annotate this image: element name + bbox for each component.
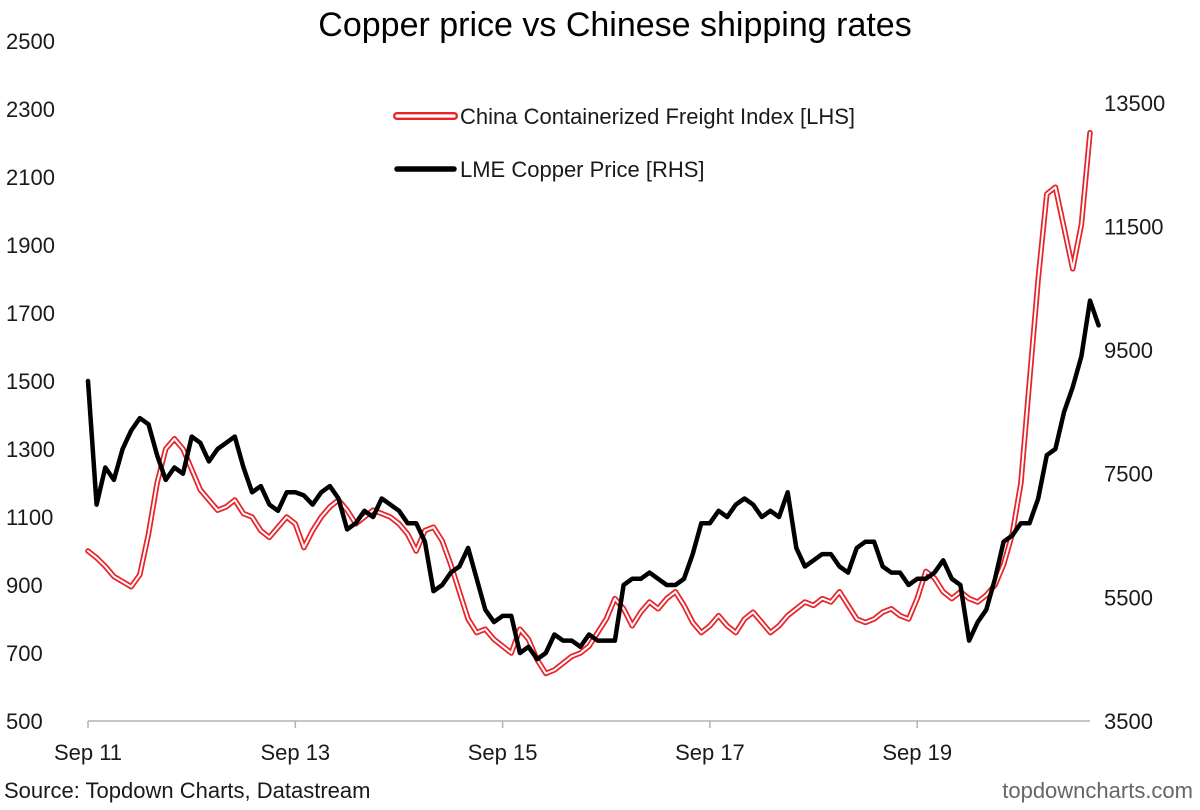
right-tick-label: 3500 <box>1104 709 1153 734</box>
left-tick-label: 1500 <box>6 369 55 394</box>
x-tick-label: Sep 15 <box>468 740 538 765</box>
series-freight-index <box>85 130 1093 677</box>
left-axis: 500 700 900 1100 1300 1500 1700 1900 2100 2300 250… <box>6 29 55 734</box>
right-tick-label: 9500 <box>1104 338 1153 363</box>
left-tick-label: 2300 <box>6 97 55 122</box>
left-tick-label: 500 <box>6 709 43 734</box>
right-tick-label: 5500 <box>1104 585 1153 610</box>
x-tick-label: Sep 13 <box>260 740 330 765</box>
legend-item-freight: China Containerized Freight Index [LHS] <box>393 104 855 129</box>
source-note: Source: Topdown Charts, Datastream <box>4 778 370 803</box>
left-tick-label: 2100 <box>6 165 55 190</box>
legend-item-copper: LME Copper Price [RHS] <box>394 157 705 182</box>
legend: China Containerized Freight Index [LHS] … <box>393 104 855 182</box>
right-axis: 3500 5500 7500 9500 11500 13500 <box>1104 91 1165 734</box>
series-copper-price <box>85 298 1101 662</box>
freight-line-inner <box>87 131 1091 675</box>
x-tick-label: Sep 17 <box>675 740 745 765</box>
left-tick-label: 1300 <box>6 437 55 462</box>
left-tick-label: 1100 <box>6 505 53 530</box>
left-tick-label: 2500 <box>6 29 55 54</box>
brand-watermark: topdowncharts.com <box>1002 778 1193 803</box>
left-tick-label: 1900 <box>6 233 55 258</box>
legend-copper-label: LME Copper Price [RHS] <box>460 157 705 182</box>
right-tick-label: 13500 <box>1104 91 1165 116</box>
x-tick-label: Sep 11 <box>54 740 122 765</box>
x-axis: Sep 11 Sep 13 Sep 15 Sep 17 Sep 19 <box>54 721 952 765</box>
copper-line <box>85 298 1101 662</box>
freight-line-outer <box>85 130 1093 677</box>
chart-title: Copper price vs Chinese shipping rates <box>318 6 911 44</box>
x-tick-label: Sep 19 <box>882 740 952 765</box>
left-tick-label: 700 <box>6 641 43 666</box>
plot-area <box>85 130 1101 677</box>
legend-freight-label: China Containerized Freight Index [LHS] <box>460 104 855 129</box>
right-tick-label: 11500 <box>1104 214 1164 239</box>
right-tick-label: 7500 <box>1104 462 1153 487</box>
left-tick-label: 900 <box>6 573 43 598</box>
left-tick-label: 1700 <box>6 301 55 326</box>
